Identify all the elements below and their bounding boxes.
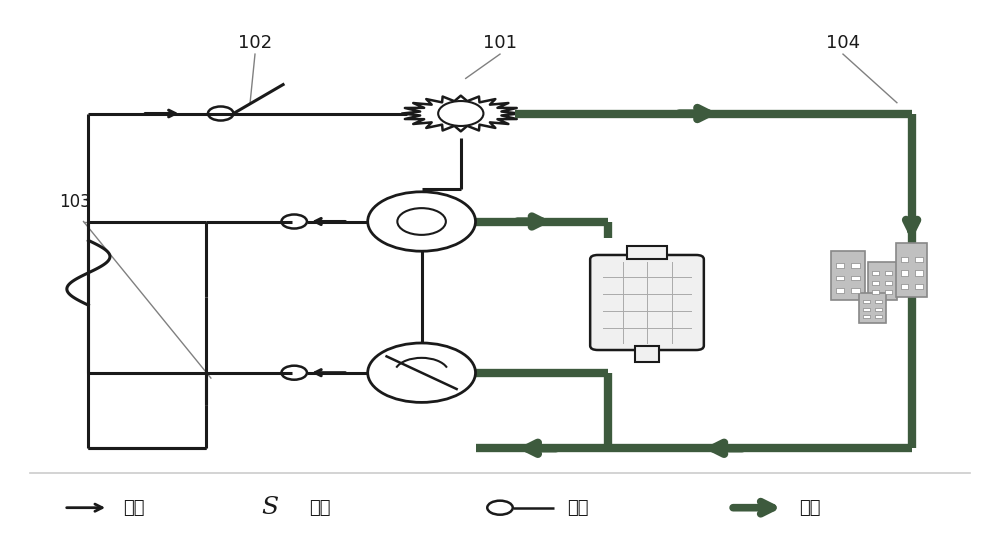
Bar: [851, 288, 860, 293]
Bar: [627, 246, 667, 260]
Bar: [851, 263, 860, 268]
Bar: [915, 257, 923, 262]
Bar: [868, 262, 897, 300]
Circle shape: [438, 101, 483, 126]
Bar: [872, 290, 879, 294]
Bar: [872, 281, 879, 285]
Bar: [863, 308, 870, 311]
Bar: [863, 315, 870, 318]
Circle shape: [397, 208, 446, 235]
Bar: [875, 308, 882, 311]
Text: 冷流: 冷流: [799, 499, 820, 517]
Bar: [875, 300, 882, 304]
Circle shape: [368, 343, 476, 402]
Text: 电流: 电流: [123, 499, 144, 517]
Bar: [915, 284, 923, 289]
Bar: [859, 293, 886, 323]
Text: S: S: [261, 496, 278, 519]
Bar: [831, 251, 865, 300]
Bar: [885, 281, 892, 285]
Bar: [875, 315, 882, 318]
Bar: [885, 272, 892, 276]
Bar: [885, 290, 892, 294]
Text: 101: 101: [483, 34, 517, 52]
FancyBboxPatch shape: [590, 255, 704, 350]
Bar: [635, 345, 659, 362]
Bar: [901, 257, 908, 262]
Text: 104: 104: [826, 34, 860, 52]
Text: 电源: 电源: [309, 499, 330, 517]
Bar: [851, 276, 860, 280]
Bar: [915, 270, 923, 276]
Bar: [863, 300, 870, 304]
Circle shape: [368, 192, 476, 251]
Text: 103: 103: [59, 193, 91, 210]
Bar: [836, 263, 844, 268]
Bar: [872, 272, 879, 276]
Bar: [901, 284, 908, 289]
Bar: [901, 270, 908, 276]
Bar: [836, 288, 844, 293]
Bar: [896, 243, 927, 297]
Bar: [836, 276, 844, 280]
Text: 102: 102: [238, 34, 272, 52]
Text: 开关: 开关: [567, 499, 588, 517]
